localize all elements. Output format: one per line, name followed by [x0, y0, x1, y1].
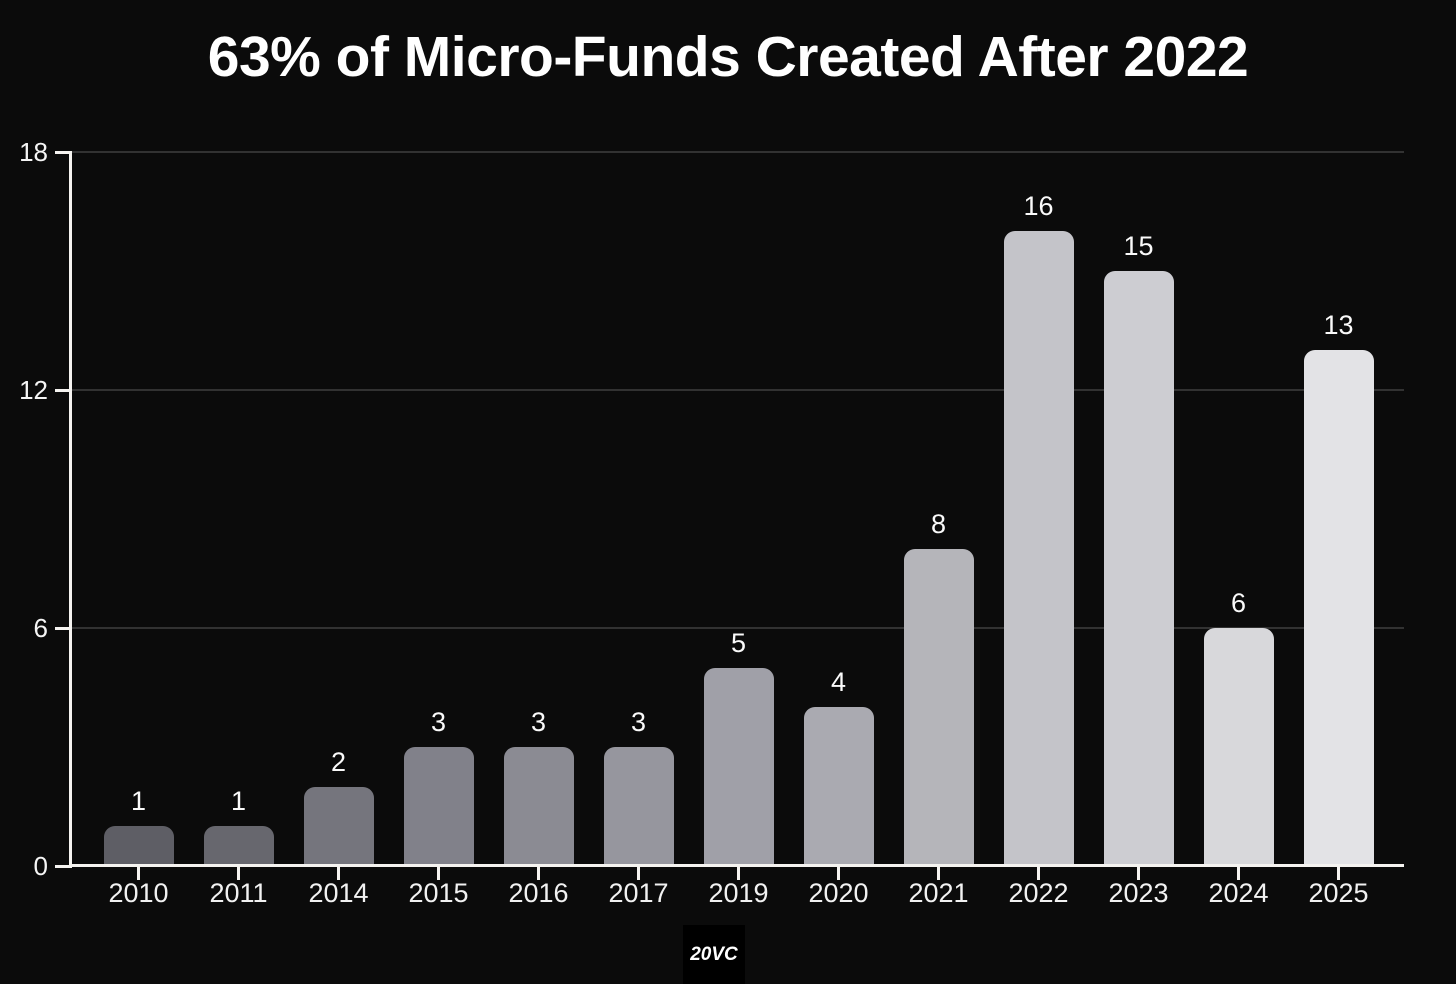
bar-value-label-2025: 13: [1323, 310, 1354, 341]
bar-2024: [1203, 628, 1274, 866]
y-tick-6: [55, 626, 69, 630]
x-tick-label-2010: 2010: [108, 878, 169, 908]
x-tick-2025: [1337, 867, 1340, 880]
bar-value-label-2019: 5: [730, 627, 747, 658]
y-tick-label-6: 6: [33, 613, 48, 643]
y-tick-0: [55, 864, 69, 868]
y-axis-line: [69, 151, 72, 868]
bar-value-label-2024: 6: [1230, 588, 1247, 618]
x-tick-label-2015: 2015: [408, 878, 469, 908]
x-tick-label-2020: 2020: [808, 878, 869, 908]
chart-title: 63% of Micro-Funds Created After 2022: [207, 25, 1249, 89]
logo-text: 20VC: [690, 943, 738, 965]
bar-value-label-2011: 1: [230, 786, 247, 817]
x-tick-label-2021: 2021: [908, 878, 969, 908]
x-tick-label-2025: 2025: [1308, 878, 1369, 908]
x-tick-label-2022: 2022: [1008, 878, 1069, 908]
x-tick-2023: [1137, 867, 1140, 880]
bar-2015: [403, 747, 474, 866]
x-tick-label-2017: 2017: [608, 878, 669, 908]
x-tick-label-2014: 2014: [308, 878, 369, 908]
y-tick-12: [55, 388, 69, 392]
x-tick-2017: [637, 867, 640, 880]
bar-value-label-2022: 16: [1023, 191, 1054, 222]
bar-2014: [303, 786, 374, 866]
x-tick-label-2019: 2019: [708, 878, 769, 908]
bar-2022: [1003, 231, 1074, 866]
bar-value-label-2023: 15: [1123, 231, 1154, 261]
logo-box: 20VC: [683, 925, 745, 984]
bar-value-label-2014: 2: [330, 746, 347, 777]
bar-value-label-2017: 3: [630, 707, 647, 737]
x-tick-2021: [937, 867, 940, 880]
x-tick-2022: [1037, 867, 1040, 880]
gridline-12: [72, 389, 1404, 391]
bar-value-label-2010: 1: [130, 786, 147, 817]
bar-value-label-2021: 8: [930, 508, 947, 539]
x-tick-2024: [1237, 867, 1240, 880]
bar-2020: [803, 707, 874, 866]
x-tick-2011: [237, 867, 240, 880]
x-tick-2015: [437, 867, 440, 880]
bar-2021: [903, 548, 974, 866]
x-tick-2016: [537, 867, 540, 880]
x-tick-label-2024: 2024: [1208, 878, 1269, 908]
gridline-6: [72, 627, 1404, 629]
x-tick-2020: [837, 867, 840, 880]
plot-area: 0 6 12 18 1 2010 1 2011 2 2014 3 2015 3 2016 3 2017 5 201…: [19, 139, 1404, 908]
bar-2010: [103, 826, 174, 866]
bar-2019: [703, 667, 774, 866]
bar-value-label-2015: 3: [430, 707, 447, 737]
bar-value-label-2016: 3: [530, 707, 547, 737]
y-tick-label-0: 0: [33, 851, 48, 881]
x-tick-label-2011: 2011: [209, 878, 268, 908]
x-tick-2019: [737, 867, 740, 880]
x-tick-2014: [337, 867, 340, 880]
bar-2017: [603, 747, 674, 866]
x-tick-label-2023: 2023: [1108, 878, 1169, 908]
y-tick-label-12: 12: [19, 375, 48, 405]
bar-2025: [1303, 350, 1374, 866]
x-tick-label-2016: 2016: [508, 878, 569, 908]
bar-2023: [1103, 271, 1174, 866]
x-tick-2010: [137, 867, 140, 880]
x-axis-line: [69, 864, 1404, 867]
bar-2011: [203, 826, 274, 866]
bar-2016: [503, 747, 574, 866]
y-tick-18: [55, 150, 69, 154]
y-tick-label-18: 18: [19, 137, 48, 167]
gridline-18: [72, 151, 1404, 153]
bar-value-label-2020: 4: [830, 667, 847, 698]
